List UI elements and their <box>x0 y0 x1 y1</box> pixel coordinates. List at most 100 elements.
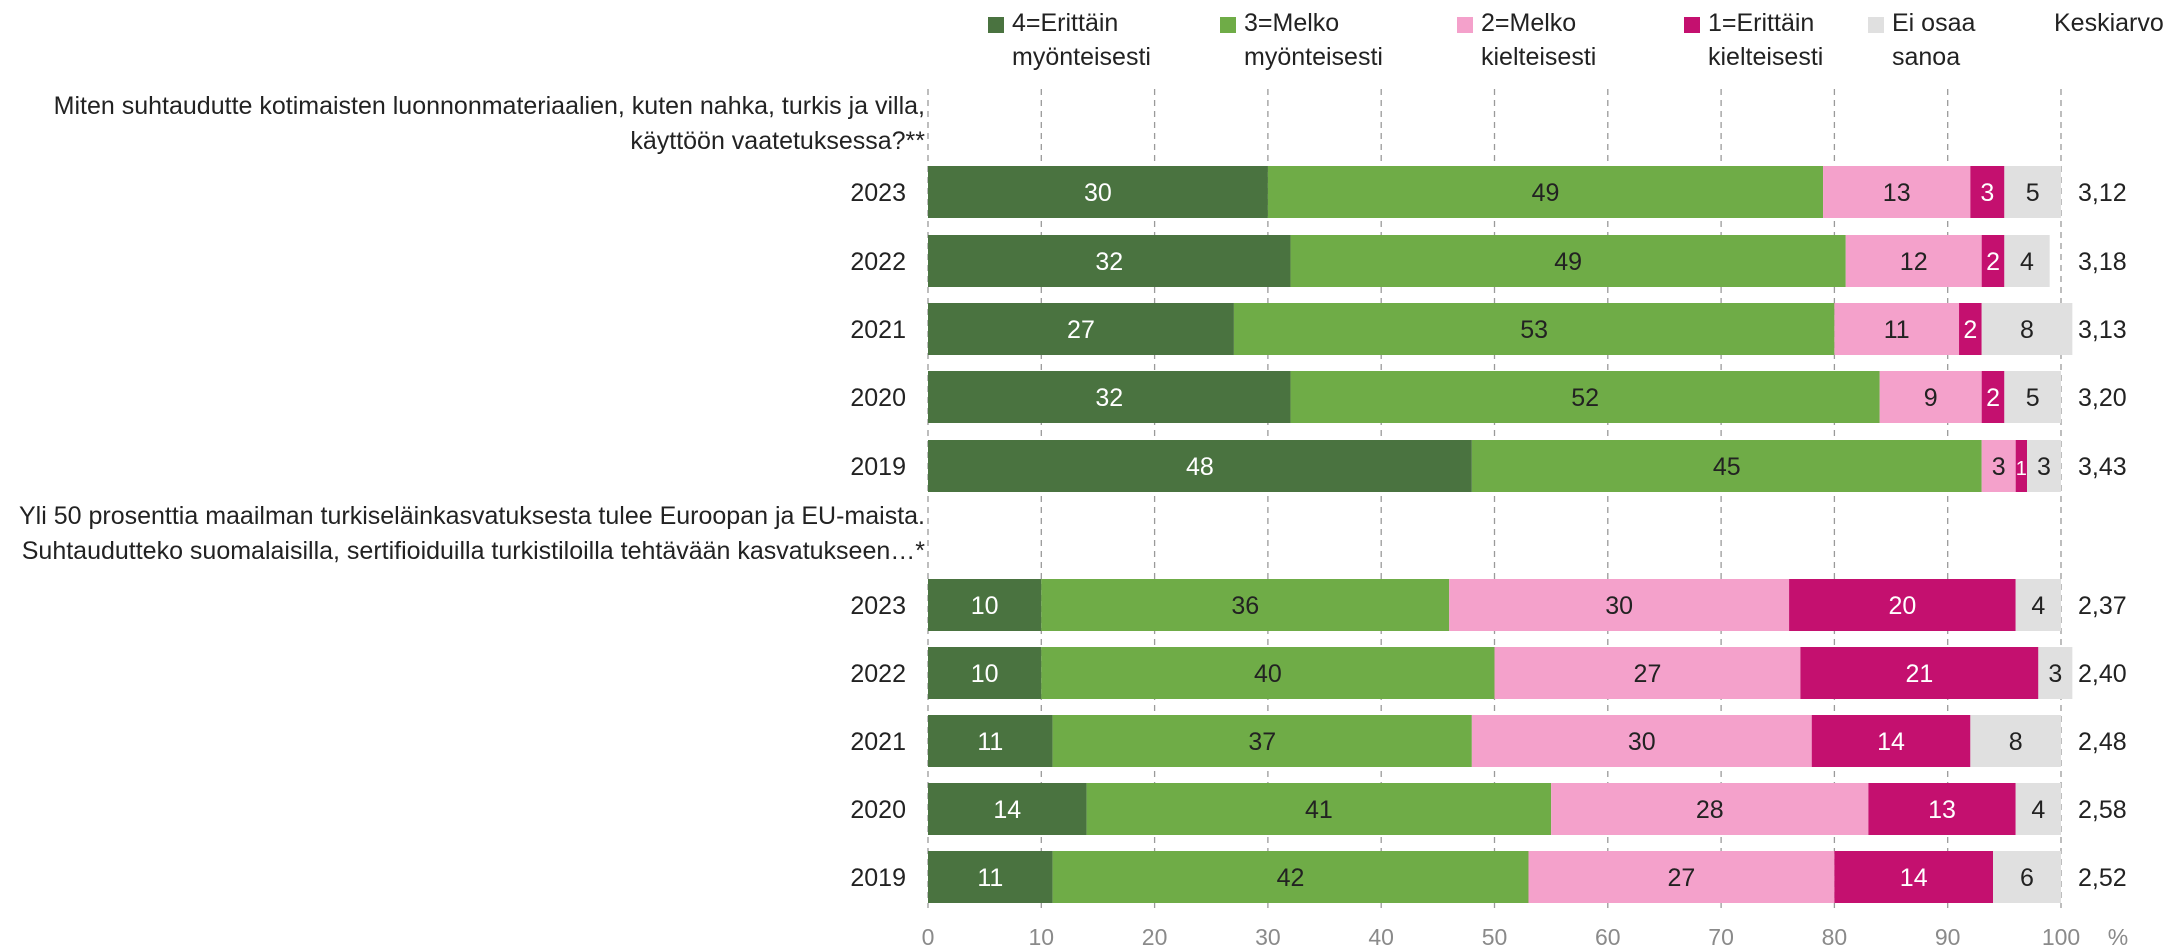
legend-label: Ei osaa sanoa <box>1892 9 1976 71</box>
data-label: 2 <box>1963 316 1977 344</box>
legend-label: 4=Erittäin myönteisesti <box>1012 9 1151 71</box>
data-label: 13 <box>1928 796 1956 824</box>
legend-label: 1=Erittäin kielteisesti <box>1708 9 1824 71</box>
data-label: 2 <box>1986 384 2000 412</box>
question-title: Miten suhtaudutte kotimaisten luonnonmat… <box>54 89 925 159</box>
mean-value: 3,43 <box>2078 453 2127 481</box>
question-title-line: Miten suhtaudutte kotimaisten luonnonmat… <box>53 92 925 120</box>
mean-value: 2,48 <box>2078 728 2127 756</box>
data-label: 11 <box>977 864 1003 892</box>
data-label: 5 <box>2026 384 2040 412</box>
data-label: 32 <box>1095 248 1123 276</box>
data-label: 49 <box>1554 248 1582 276</box>
data-label: 13 <box>1883 179 1911 207</box>
x-tick-label: 10 <box>1029 924 1055 950</box>
bar-segment <box>1970 715 2061 767</box>
bar-segment <box>2015 783 2061 835</box>
data-label: 9 <box>1924 384 1938 412</box>
question-title: Yli 50 prosenttia maailman turkiseläinka… <box>19 499 925 569</box>
data-label: 48 <box>1186 453 1214 481</box>
bar-segment <box>2015 579 2061 631</box>
mean-value: 3,12 <box>2078 179 2127 207</box>
data-label: 6 <box>2020 864 2034 892</box>
data-label: 3 <box>2048 660 2062 688</box>
bar-segment <box>1086 783 1552 835</box>
data-label: 3 <box>1992 453 2006 481</box>
x-tick-label: 60 <box>1595 924 1621 950</box>
data-label: 30 <box>1605 592 1633 620</box>
data-label: 2 <box>1986 248 2000 276</box>
data-label: 27 <box>1668 864 1696 892</box>
bar-segment <box>1823 166 1971 218</box>
x-tick-label: 0 <box>922 924 935 950</box>
bar-segment <box>1290 371 1880 423</box>
bar-segment <box>1290 235 1846 287</box>
year-label: 2019 <box>850 864 906 892</box>
x-axis-unit: % <box>2108 924 2128 950</box>
year-label: 2021 <box>850 316 906 344</box>
legend-swatch <box>1220 17 1236 33</box>
bar-segment <box>1834 851 1994 903</box>
x-tick-label: 80 <box>1822 924 1848 950</box>
bar-segment <box>2004 371 2061 423</box>
mean-value: 3,20 <box>2078 384 2127 412</box>
x-tick-label: 30 <box>1255 924 1281 950</box>
x-tick-label: 20 <box>1142 924 1168 950</box>
bar-segment <box>928 851 1053 903</box>
bar-segment <box>1845 235 1982 287</box>
question-title-line: Suhtaudutteko suomalaisilla, sertifioidu… <box>21 537 925 565</box>
bar-segment <box>1267 166 1824 218</box>
bar-segment <box>2004 235 2050 287</box>
bar-segment <box>1959 303 1982 355</box>
data-label: 20 <box>1888 592 1916 620</box>
data-label: 3 <box>1980 179 1994 207</box>
legend-swatch <box>988 17 1004 33</box>
bar-segment <box>1449 579 1790 631</box>
mean-value: 2,37 <box>2078 592 2127 620</box>
bar-segment <box>1471 440 1982 492</box>
legend-swatch <box>1684 17 1700 33</box>
data-label: 28 <box>1696 796 1724 824</box>
bar-segment <box>928 647 1042 699</box>
year-label: 2021 <box>850 728 906 756</box>
bar-segment <box>1981 440 2016 492</box>
mean-column-header: Keskiarvo <box>2054 9 2164 37</box>
bar-segment <box>928 303 1234 355</box>
data-label: 32 <box>1095 384 1123 412</box>
bar-segment <box>1052 851 1529 903</box>
bar-segment <box>2038 647 2073 699</box>
year-label: 2020 <box>850 384 906 412</box>
data-label: 30 <box>1084 179 1112 207</box>
legend-swatch <box>1457 17 1473 33</box>
data-label: 12 <box>1900 248 1928 276</box>
data-label: 8 <box>2020 316 2034 344</box>
data-label: 11 <box>977 728 1003 756</box>
data-label: 52 <box>1571 384 1599 412</box>
bar-segment <box>1471 715 1812 767</box>
year-label: 2023 <box>850 592 906 620</box>
bar-segment <box>1233 303 1835 355</box>
bar-segment <box>928 440 1472 492</box>
x-tick-label: 100 <box>2042 924 2080 950</box>
bar-segment <box>928 783 1087 835</box>
bar-segment <box>1551 783 1869 835</box>
year-label: 2022 <box>850 660 906 688</box>
bar-segment <box>1528 851 1835 903</box>
bar-segment <box>1052 715 1472 767</box>
data-label: 5 <box>2026 179 2040 207</box>
data-label: 8 <box>2009 728 2023 756</box>
data-label: 40 <box>1254 660 1282 688</box>
bar-segment <box>928 579 1042 631</box>
year-label: 2019 <box>850 453 906 481</box>
mean-value: 3,13 <box>2078 316 2127 344</box>
data-label: 4 <box>2020 248 2034 276</box>
bar-segment <box>1981 235 2005 287</box>
bar-segment <box>1494 647 1801 699</box>
data-label: 45 <box>1713 453 1741 481</box>
mean-value: 2,58 <box>2078 796 2127 824</box>
bar-segment <box>1041 579 1450 631</box>
mean-value: 3,18 <box>2078 248 2127 276</box>
x-tick-label: 90 <box>1935 924 1961 950</box>
data-label: 1 <box>2016 458 2027 480</box>
